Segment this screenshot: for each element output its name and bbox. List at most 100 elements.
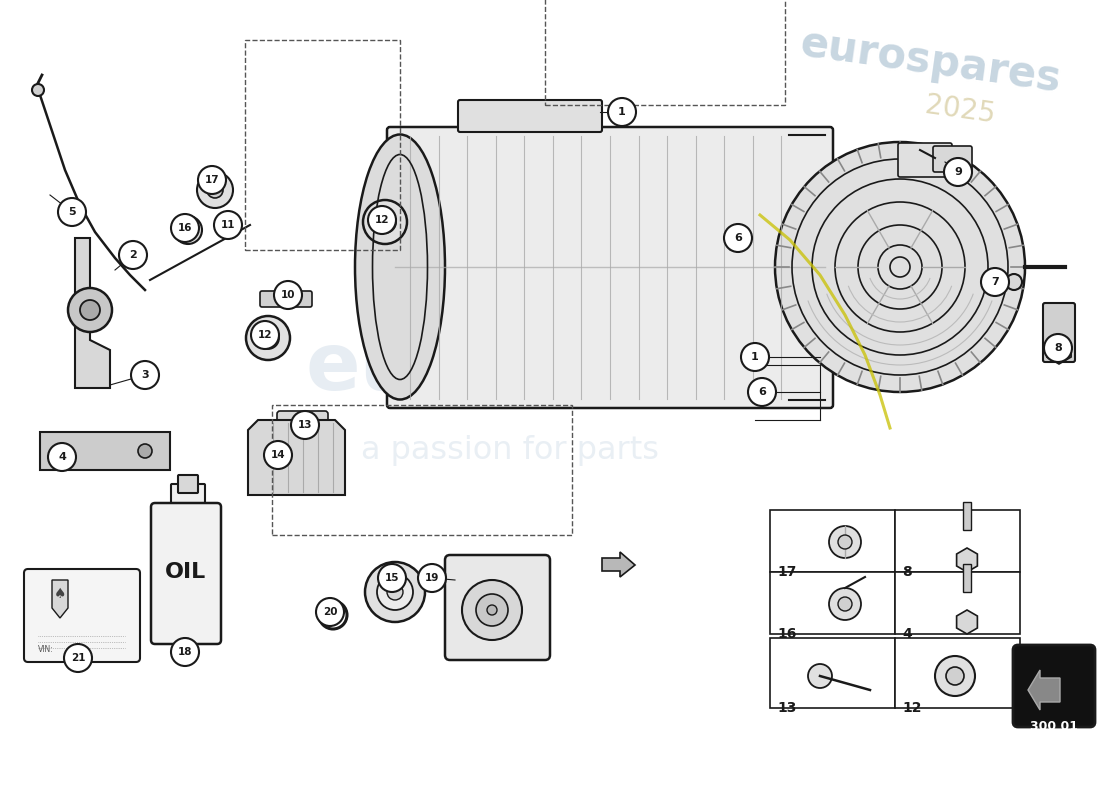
Circle shape [207,182,223,198]
FancyBboxPatch shape [24,569,140,662]
Bar [272,405,572,535]
Text: 15: 15 [385,573,399,583]
Circle shape [197,172,233,208]
Circle shape [838,597,853,611]
Circle shape [365,562,425,622]
Text: 12: 12 [257,330,273,340]
Text: 12: 12 [902,701,922,715]
Bar [895,510,1020,572]
Text: 4: 4 [902,627,912,641]
Circle shape [328,610,338,620]
Text: 2: 2 [129,250,136,260]
Polygon shape [75,238,110,388]
Text: ♠: ♠ [54,587,66,601]
Text: 3: 3 [141,370,149,380]
Circle shape [264,441,292,469]
Bar [895,638,1020,708]
Circle shape [274,281,302,309]
Circle shape [378,564,406,592]
Circle shape [32,84,44,96]
Text: 8: 8 [902,565,912,579]
Text: 18: 18 [178,647,192,657]
Text: a passion for parts: a passion for parts [361,434,659,466]
Text: 1: 1 [618,107,626,117]
Circle shape [316,598,344,626]
Circle shape [476,594,508,626]
FancyBboxPatch shape [178,475,198,493]
Circle shape [418,564,446,592]
Circle shape [748,378,775,406]
Circle shape [724,224,752,252]
Circle shape [257,327,279,349]
Circle shape [368,206,396,234]
Circle shape [131,361,160,389]
Text: 16: 16 [178,223,192,233]
Circle shape [608,98,636,126]
FancyBboxPatch shape [446,555,550,660]
Text: 10: 10 [280,290,295,300]
Polygon shape [40,432,170,470]
Circle shape [838,535,853,549]
Text: 6: 6 [758,387,766,397]
Circle shape [829,588,861,620]
Circle shape [776,142,1025,392]
Text: 4: 4 [58,452,66,462]
FancyBboxPatch shape [277,411,328,439]
Circle shape [387,584,403,600]
Circle shape [808,664,832,688]
Circle shape [68,288,112,332]
Text: 21: 21 [70,653,86,663]
Circle shape [381,218,389,226]
Circle shape [198,166,226,194]
Bar [770,510,895,572]
Circle shape [377,574,412,610]
Text: 13: 13 [298,420,312,430]
FancyBboxPatch shape [458,100,602,132]
Text: eurospares: eurospares [796,23,1063,101]
FancyBboxPatch shape [151,503,221,644]
Text: 14: 14 [271,450,285,460]
Text: 16: 16 [777,627,796,641]
FancyBboxPatch shape [170,484,205,508]
Circle shape [170,214,199,242]
Polygon shape [602,552,635,577]
Bar [770,638,895,708]
Circle shape [58,444,72,458]
Circle shape [374,211,396,233]
Circle shape [944,158,972,186]
Text: 9: 9 [954,167,961,177]
Polygon shape [248,420,345,495]
FancyBboxPatch shape [898,143,952,177]
Text: 11: 11 [221,220,235,230]
Circle shape [829,526,861,558]
Text: OIL: OIL [165,562,207,582]
Circle shape [264,334,272,342]
Text: 300 01: 300 01 [1030,719,1078,733]
Bar [245,40,400,250]
Circle shape [1006,274,1022,290]
Circle shape [64,644,92,672]
Circle shape [138,444,152,458]
Bar [544,0,785,105]
Circle shape [170,638,199,666]
Text: 20: 20 [322,607,338,617]
Text: 2025: 2025 [923,91,997,129]
Circle shape [935,656,975,696]
Circle shape [462,580,522,640]
FancyBboxPatch shape [260,291,312,307]
Text: 6: 6 [734,233,741,243]
Circle shape [80,300,100,320]
Text: 17: 17 [205,175,219,185]
Circle shape [182,224,194,236]
Circle shape [251,321,279,349]
Text: 5: 5 [68,207,76,217]
Circle shape [246,316,290,360]
Circle shape [946,667,964,685]
Circle shape [741,343,769,371]
Text: VIN:: VIN: [39,646,54,654]
FancyBboxPatch shape [1043,303,1075,362]
Text: 7: 7 [991,277,999,287]
Ellipse shape [355,134,446,399]
Circle shape [487,605,497,615]
Text: 13: 13 [777,701,796,715]
